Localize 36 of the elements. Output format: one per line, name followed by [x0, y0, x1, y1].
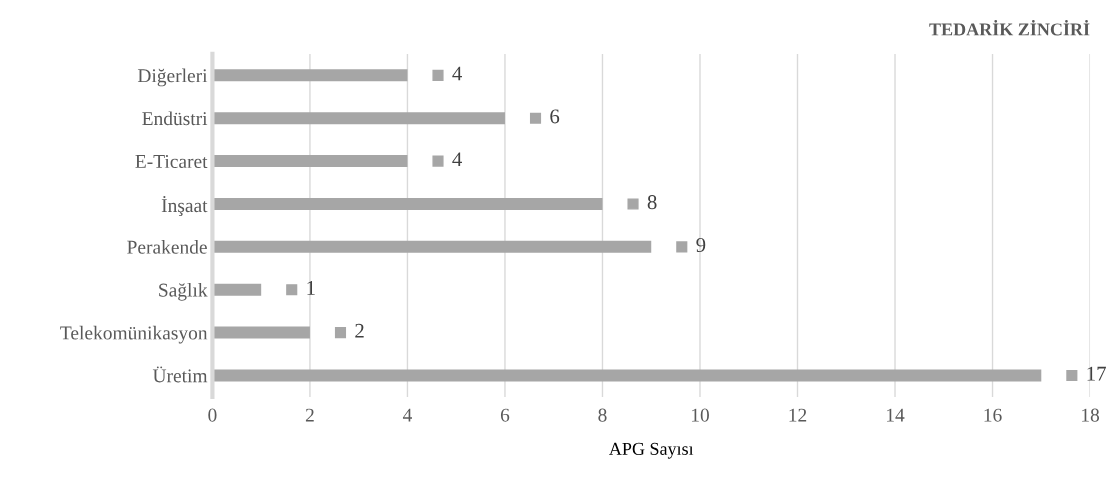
x-tick-label: 10	[691, 408, 709, 422]
bar	[212, 326, 310, 339]
y-tick-label: Sağlık	[159, 282, 208, 301]
bar	[212, 112, 505, 125]
x-tick-label: 4	[402, 408, 413, 422]
x-tick-label: 18	[1082, 408, 1100, 422]
bar	[212, 240, 652, 253]
y-tick-label: Endüstri	[142, 111, 208, 126]
bar	[212, 369, 1042, 382]
data-label: 8	[647, 195, 657, 210]
x-tick-label: 0	[208, 408, 217, 422]
y-tick-label: Diğerleri	[137, 68, 208, 87]
x-tick-label: 2	[305, 408, 314, 422]
bar	[212, 155, 408, 168]
data-label: 4	[452, 66, 462, 81]
chart-title: TEDARİK ZİNCİRİ	[929, 19, 1090, 36]
bar	[212, 197, 603, 210]
y-tick-label: Telekomünikasyon	[60, 325, 208, 344]
x-tick-label: 16	[984, 408, 1002, 422]
y-tick-label: E-Ticaret	[135, 154, 208, 169]
x-tick-label: 6	[500, 408, 510, 422]
data-label: 1	[307, 280, 315, 295]
data-label: 17	[1087, 366, 1106, 381]
x-tick-label: 8	[598, 408, 607, 422]
bar	[212, 69, 408, 82]
y-tick-label: İnşaat	[161, 195, 208, 217]
data-label: 9	[696, 238, 706, 253]
bar	[212, 283, 262, 296]
y-tick-label: Üretim	[152, 366, 208, 383]
x-tick-label: 12	[789, 408, 807, 422]
x-axis-title: APG Sayısı	[609, 442, 694, 459]
data-label: 4	[452, 152, 462, 167]
data-label: 2	[355, 323, 364, 338]
data-label: 6	[550, 109, 560, 124]
y-tick-label: Perakende	[127, 240, 207, 254]
x-tick-label: 14	[887, 408, 905, 422]
